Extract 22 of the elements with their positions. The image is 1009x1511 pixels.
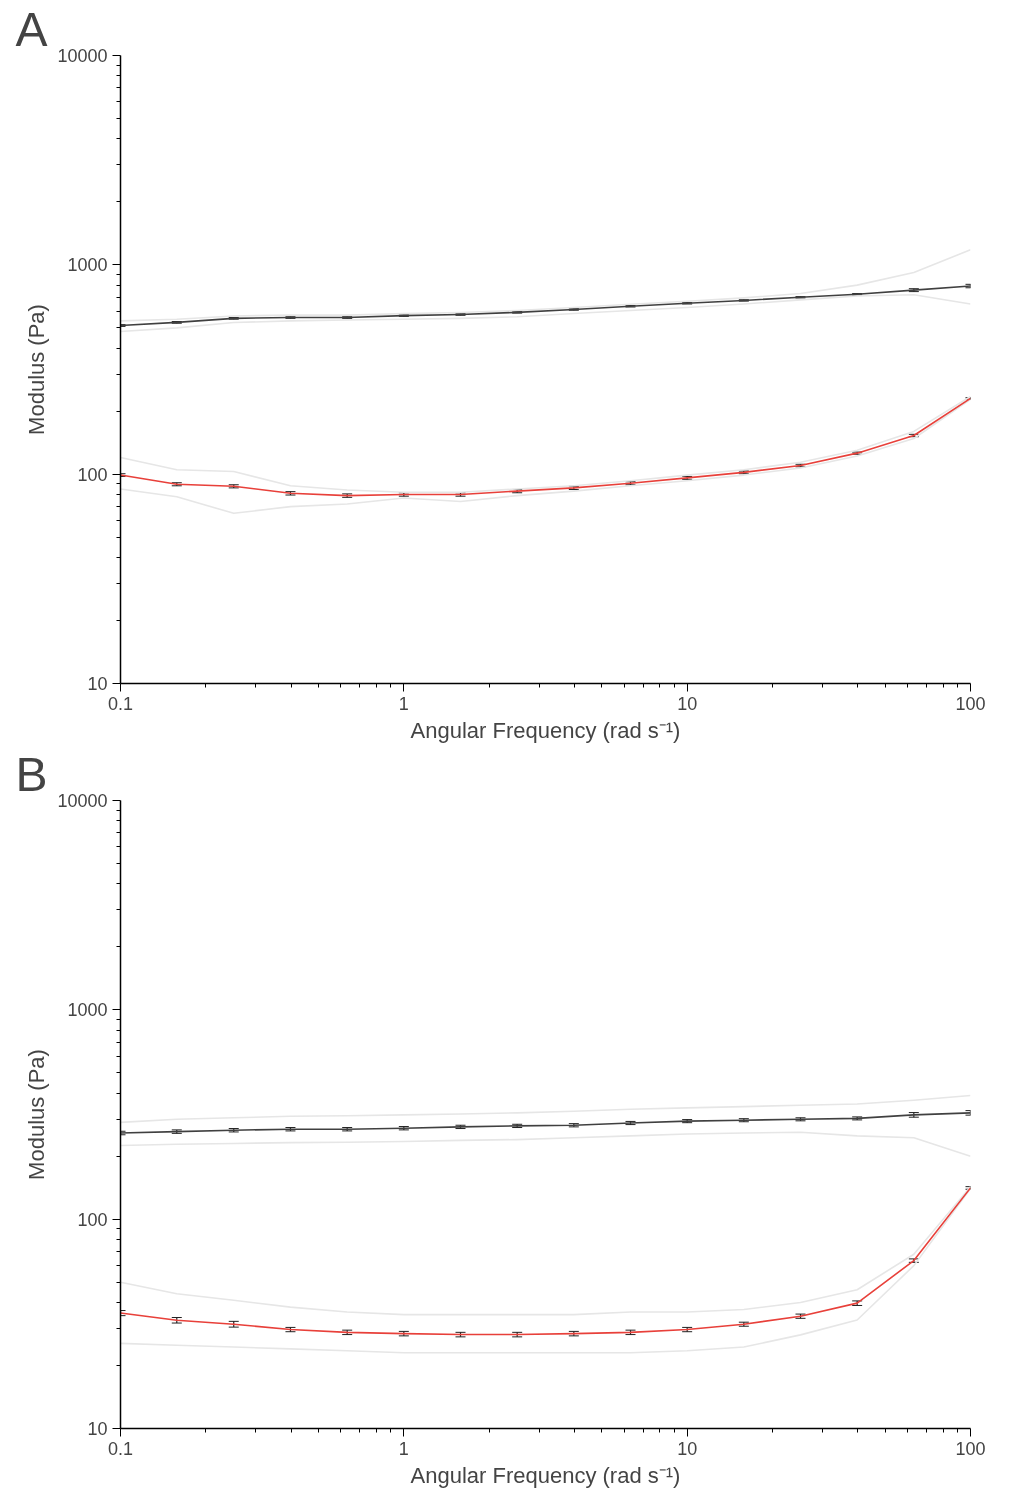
x-tick-label: 0.1 (107, 693, 134, 714)
y-tick-label: 10000 (57, 791, 108, 811)
x-tick-label: 10 (677, 1438, 698, 1459)
y-tick-label: 1000 (67, 255, 108, 276)
y-axis-title: Modulus (Pa) (24, 304, 50, 435)
chart-title: B (15, 747, 48, 801)
chart-title: A (15, 2, 48, 56)
y-tick-label: 100 (77, 1209, 108, 1230)
x-tick-label: 10 (677, 693, 698, 714)
x-tick-label: 1 (398, 1438, 409, 1459)
y-axis-title: Modulus (Pa) (24, 1049, 50, 1180)
x-axis-title: Angular Frequency (rad s⁻¹) (410, 1462, 681, 1488)
x-tick-label: 100 (955, 1438, 986, 1459)
y-tick-label: 1000 (67, 1000, 108, 1021)
x-axis-title: Angular Frequency (rad s⁻¹) (410, 717, 681, 743)
x-tick-label: 100 (955, 693, 986, 714)
y-tick-label: 100 (77, 464, 108, 485)
x-tick-label: 1 (398, 693, 409, 714)
x-tick-label: 0.1 (107, 1438, 134, 1459)
y-tick-label: 10000 (57, 46, 108, 66)
y-tick-label: 10 (87, 1419, 108, 1439)
y-tick-label: 10 (87, 674, 108, 694)
